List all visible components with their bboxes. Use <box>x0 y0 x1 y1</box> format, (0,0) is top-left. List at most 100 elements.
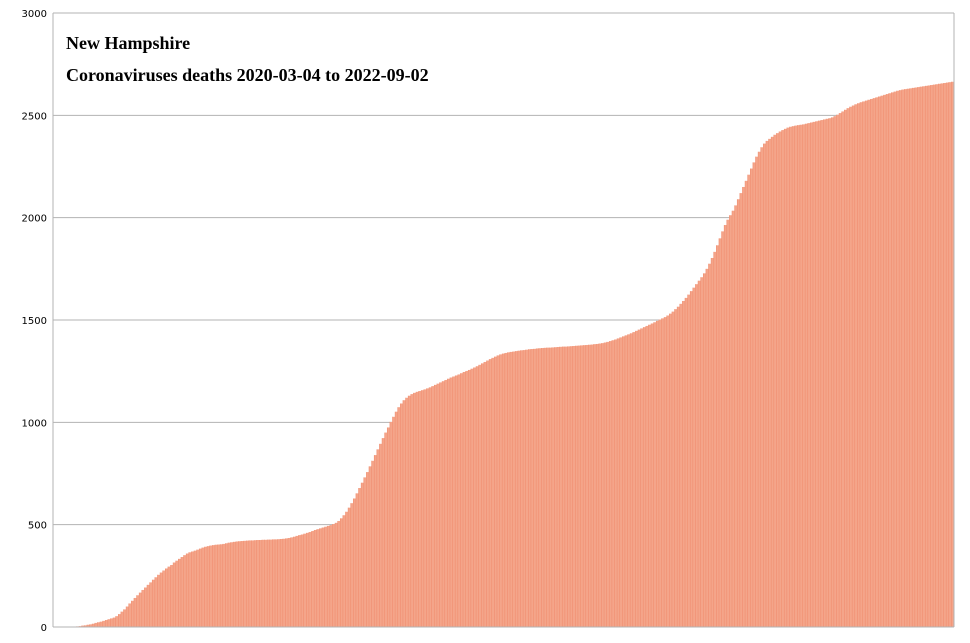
bar <box>914 87 918 627</box>
bar <box>593 344 597 627</box>
bar <box>288 537 291 627</box>
bar <box>651 323 654 627</box>
bar <box>295 535 299 627</box>
bar <box>363 477 367 627</box>
bar <box>118 614 122 627</box>
bar <box>669 313 673 627</box>
bar <box>773 134 777 627</box>
bar <box>653 322 657 627</box>
bar <box>784 128 788 627</box>
bar <box>353 498 357 627</box>
bar <box>212 545 216 627</box>
bar <box>160 572 163 627</box>
bar <box>144 587 148 627</box>
bar <box>878 96 882 627</box>
bar <box>512 351 516 627</box>
bar <box>737 199 741 627</box>
bar <box>504 352 508 627</box>
bar <box>94 622 98 627</box>
bar <box>416 391 419 627</box>
bar <box>729 215 733 627</box>
bar <box>805 123 809 627</box>
bar <box>358 488 362 627</box>
bar <box>917 87 921 628</box>
bar <box>721 231 725 627</box>
bar <box>575 345 579 627</box>
bar <box>157 574 161 627</box>
bar <box>230 542 234 627</box>
bar <box>162 570 166 627</box>
bar <box>799 124 803 627</box>
bar <box>630 333 634 627</box>
bar <box>442 381 446 627</box>
bar <box>873 98 876 627</box>
bar <box>776 133 780 627</box>
bar <box>217 544 221 627</box>
bar <box>327 525 331 627</box>
bar <box>554 347 558 627</box>
axes <box>52 13 955 628</box>
y-tick-label: 2500 <box>22 111 47 122</box>
bar <box>797 125 801 627</box>
bar <box>640 328 644 627</box>
bar <box>123 609 127 627</box>
bar <box>374 455 378 627</box>
bar <box>901 89 905 628</box>
bar <box>439 382 443 627</box>
bar <box>624 335 628 627</box>
bar <box>875 97 879 627</box>
bar <box>679 303 683 627</box>
bar <box>308 532 312 627</box>
bar <box>170 564 174 627</box>
bar <box>601 343 605 627</box>
bar <box>311 531 315 627</box>
bar <box>925 85 929 628</box>
bar <box>251 540 255 627</box>
bar <box>867 99 871 627</box>
bar <box>705 268 709 627</box>
bar <box>267 539 271 627</box>
bar <box>810 122 814 627</box>
bar <box>666 315 670 627</box>
bar <box>139 592 143 627</box>
bar <box>201 547 205 627</box>
bar <box>525 349 529 627</box>
bar <box>567 346 571 627</box>
bar <box>259 540 263 627</box>
bar <box>86 624 90 627</box>
bar <box>857 103 861 627</box>
bar <box>167 566 171 627</box>
bar <box>238 541 242 627</box>
bar <box>405 397 409 627</box>
bar <box>815 121 819 628</box>
bar <box>739 193 743 628</box>
bar <box>538 348 542 627</box>
bar <box>316 529 320 627</box>
bar <box>812 121 816 627</box>
bar <box>692 287 696 627</box>
bar <box>752 162 756 627</box>
bar <box>677 306 681 627</box>
bar <box>348 507 352 627</box>
bar <box>831 117 835 627</box>
bar <box>792 126 795 628</box>
bar <box>946 82 950 628</box>
bar <box>468 369 472 627</box>
bar <box>570 346 574 627</box>
bar <box>617 338 621 627</box>
bar <box>643 327 647 627</box>
bar <box>452 376 456 627</box>
bar <box>510 351 513 627</box>
bar <box>839 113 842 627</box>
bar <box>609 341 613 627</box>
bar <box>703 273 707 627</box>
bar <box>750 168 754 628</box>
bar <box>585 344 589 627</box>
bar <box>423 389 427 627</box>
bar <box>465 370 469 627</box>
bar <box>685 297 688 627</box>
bar <box>502 353 506 627</box>
bar <box>413 392 417 627</box>
bar <box>604 342 607 627</box>
y-tick-labels: 0 500 1000 1500 2000 2500 3000 <box>22 9 47 634</box>
